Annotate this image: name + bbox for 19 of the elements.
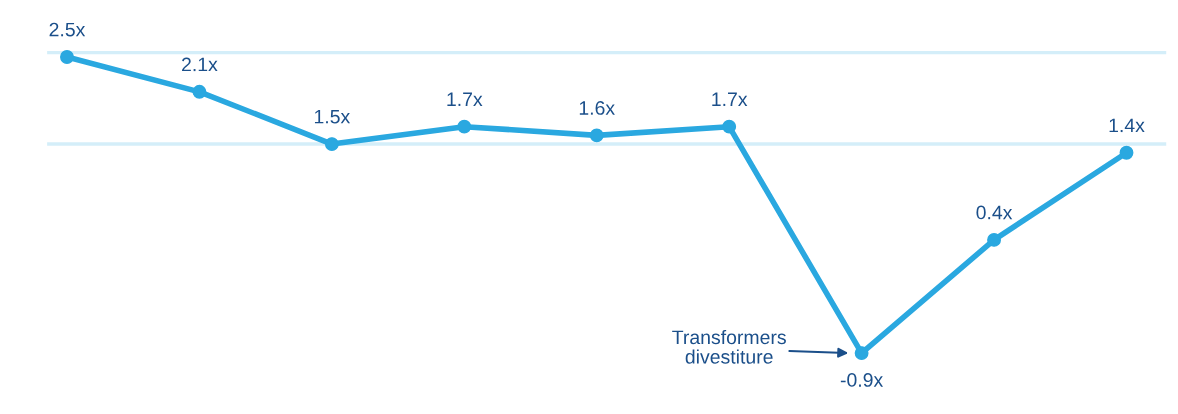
point bbox=[1119, 145, 1134, 160]
annotation: Transformers divestiture bbox=[672, 329, 786, 364]
data-label: 2.5x bbox=[49, 22, 86, 37]
point bbox=[987, 232, 1001, 247]
data-label: 1.7x bbox=[447, 92, 483, 106]
data-label: 0.4x bbox=[976, 205, 1013, 220]
data-label: 1.7x bbox=[712, 92, 748, 106]
point bbox=[722, 119, 737, 134]
point bbox=[60, 50, 74, 64]
data-label: 1.5x bbox=[314, 109, 351, 124]
point bbox=[589, 128, 604, 143]
point bbox=[192, 84, 207, 99]
data-label: 2.1x bbox=[182, 57, 218, 72]
data-label: 1.6x bbox=[579, 101, 615, 115]
data-label: 1.4x bbox=[1109, 118, 1145, 133]
data-label: -0.9x bbox=[840, 373, 884, 387]
point bbox=[324, 137, 339, 152]
point bbox=[457, 119, 472, 134]
point bbox=[854, 346, 869, 361]
